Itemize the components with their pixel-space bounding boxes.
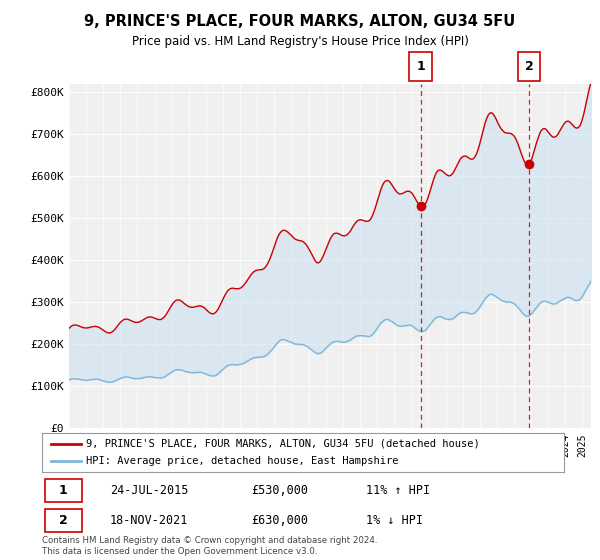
Text: 2: 2 — [59, 514, 68, 527]
Text: 9, PRINCE'S PLACE, FOUR MARKS, ALTON, GU34 5FU (detached house): 9, PRINCE'S PLACE, FOUR MARKS, ALTON, GU… — [86, 438, 480, 449]
Text: HPI: Average price, detached house, East Hampshire: HPI: Average price, detached house, East… — [86, 456, 399, 466]
Text: 1: 1 — [59, 484, 68, 497]
Text: 24-JUL-2015: 24-JUL-2015 — [110, 484, 188, 497]
Text: 1: 1 — [416, 60, 425, 73]
Text: £530,000: £530,000 — [251, 484, 308, 497]
Text: 1% ↓ HPI: 1% ↓ HPI — [365, 514, 422, 527]
FancyBboxPatch shape — [44, 479, 82, 502]
Text: 2: 2 — [524, 60, 533, 73]
Text: 18-NOV-2021: 18-NOV-2021 — [110, 514, 188, 527]
Text: Price paid vs. HM Land Registry's House Price Index (HPI): Price paid vs. HM Land Registry's House … — [131, 35, 469, 48]
FancyBboxPatch shape — [44, 509, 82, 531]
Text: £630,000: £630,000 — [251, 514, 308, 527]
Text: 9, PRINCE'S PLACE, FOUR MARKS, ALTON, GU34 5FU: 9, PRINCE'S PLACE, FOUR MARKS, ALTON, GU… — [85, 14, 515, 29]
Text: 11% ↑ HPI: 11% ↑ HPI — [365, 484, 430, 497]
Text: Contains HM Land Registry data © Crown copyright and database right 2024.
This d: Contains HM Land Registry data © Crown c… — [42, 536, 377, 556]
